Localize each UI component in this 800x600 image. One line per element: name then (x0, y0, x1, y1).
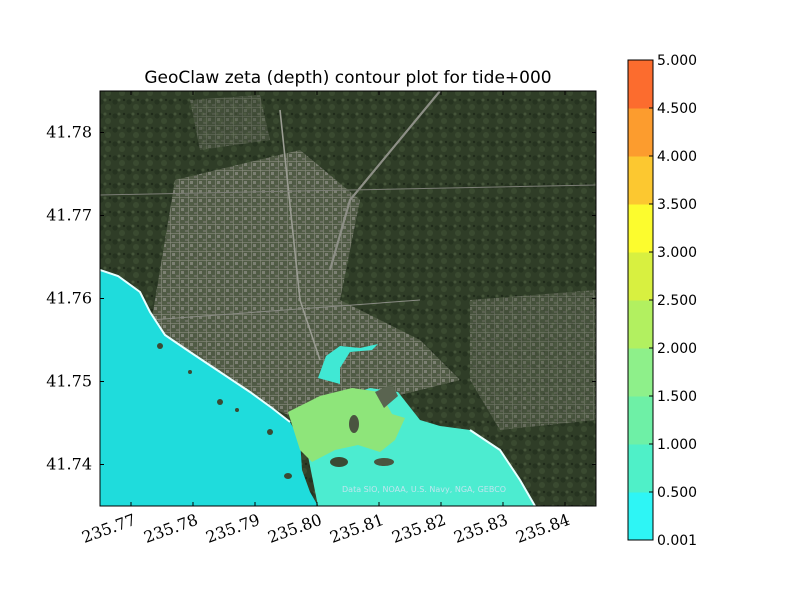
x-tick-label: 235.78 (141, 510, 200, 547)
colorbar-label: 4.000 (657, 149, 697, 165)
x-tick-label: 235.77 (79, 510, 138, 547)
harbor-green (288, 388, 405, 462)
y-tick-label: 41.75 (46, 372, 92, 391)
colorbar-segment (628, 300, 653, 349)
colorbar-segment (628, 156, 653, 205)
colorbar-segment (628, 60, 653, 109)
chart-title: GeoClaw zeta (depth) contour plot for ti… (144, 68, 551, 88)
ocean-west (100, 270, 318, 506)
colorbar-segment (628, 204, 653, 253)
colorbar-segment (628, 108, 653, 157)
colorbar-label: 4.500 (657, 101, 697, 117)
x-tick-label: 235.80 (265, 510, 324, 547)
colorbar-label: 3.500 (657, 197, 697, 213)
colorbar-label: 0.001 (657, 533, 697, 549)
colorbar-segment (628, 396, 653, 445)
y-axis: 41.78 41.77 41.76 41.75 41.74 (46, 123, 596, 474)
basemap-credit: Data SIO, NOAA, U.S. Navy, NGA, GEBCO (342, 485, 506, 494)
water-depth-shading (100, 269, 536, 506)
y-tick-label: 41.76 (46, 289, 92, 308)
x-tick-label: 235.82 (389, 510, 448, 547)
y-tick-label: 41.77 (46, 206, 92, 225)
colorbar-segment (628, 348, 653, 397)
colorbar-segment (628, 252, 653, 301)
y-tick-label: 41.78 (46, 123, 92, 142)
colorbar-label: 3.000 (657, 245, 697, 261)
colorbar-label: 2.500 (657, 293, 697, 309)
plot-area: Data SIO, NOAA, U.S. Navy, NGA, GEBCO (100, 91, 596, 506)
colorbar-segment (628, 444, 653, 493)
y-tick-label: 41.74 (46, 455, 92, 474)
colorbar-label: 1.500 (657, 389, 697, 405)
colorbar-label: 0.500 (657, 485, 697, 501)
colorbar-label: 1.000 (657, 437, 697, 453)
colorbar-label: 2.000 (657, 341, 697, 357)
x-tick-label: 235.83 (451, 510, 510, 547)
x-tick-label: 235.81 (327, 510, 386, 547)
colorbar: 0.001 0.500 1.000 1.500 2.000 2.500 3.000 3.500… (627, 53, 697, 549)
x-tick-label: 235.79 (203, 510, 262, 547)
x-tick-label: 235.84 (513, 510, 572, 547)
river-inlet (318, 344, 378, 384)
colorbar-label: 5.000 (657, 53, 697, 69)
colorbar-segment (628, 492, 653, 541)
